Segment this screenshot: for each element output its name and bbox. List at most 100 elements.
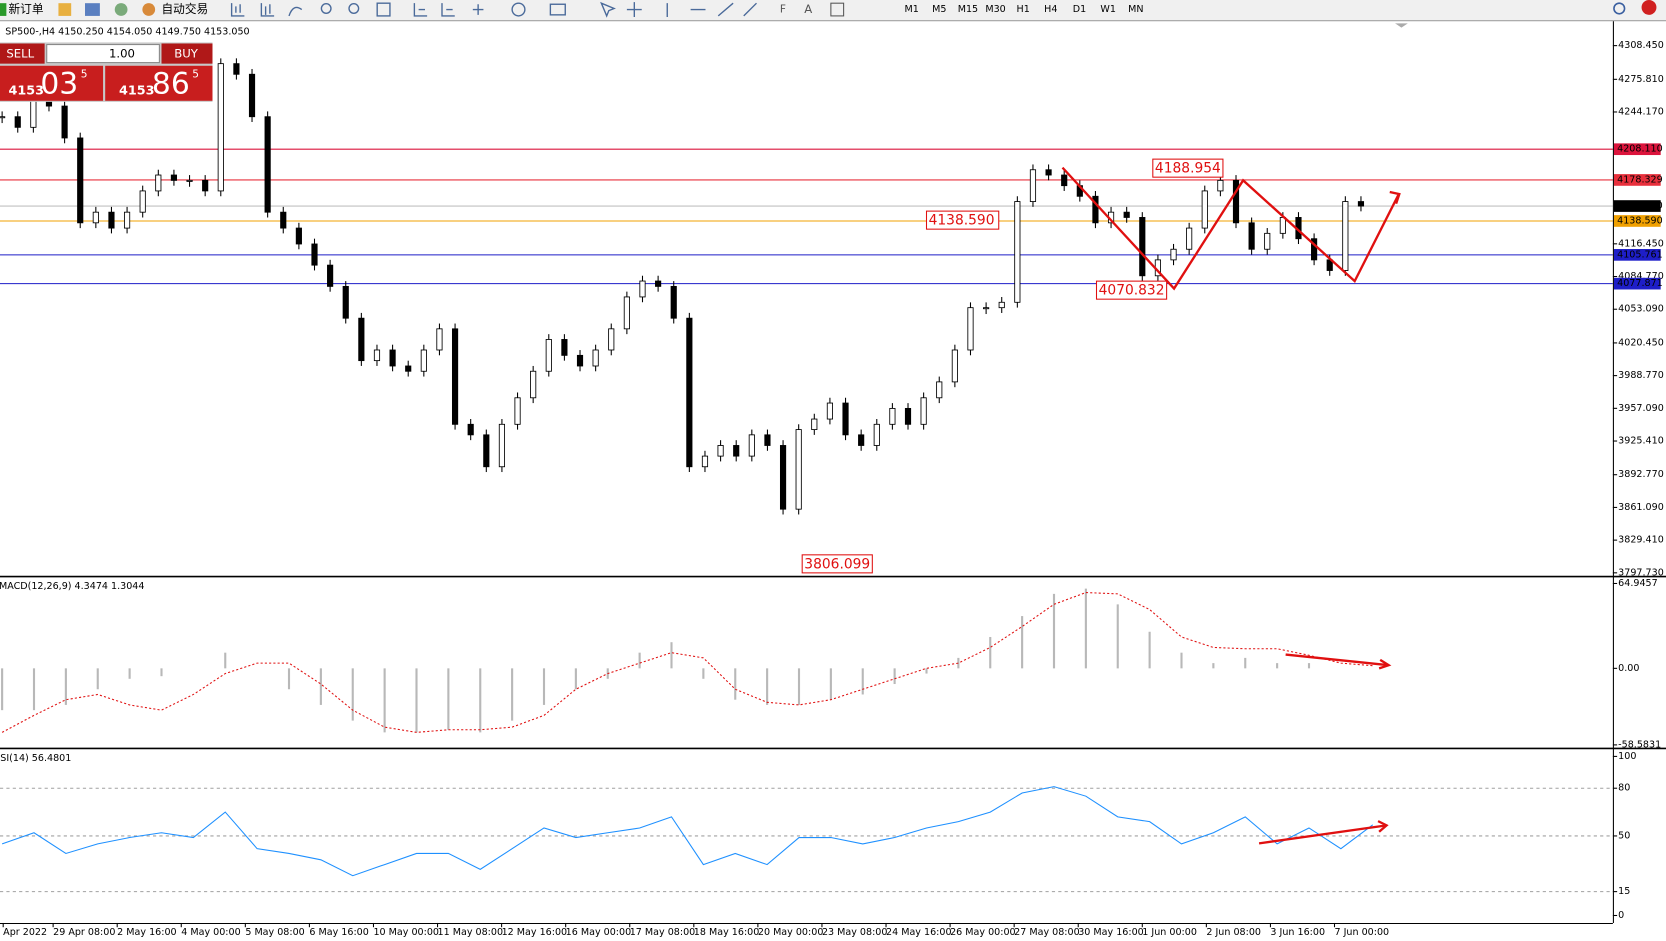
timeframe-button[interactable]: M30	[985, 4, 1005, 15]
timeframe-button[interactable]: MN	[1128, 4, 1143, 15]
price-label-bg	[1613, 277, 1661, 290]
candle	[858, 434, 865, 446]
timeframe-button[interactable]: H4	[1044, 4, 1057, 15]
y-tick-label: 3829.410	[1618, 535, 1664, 546]
toolbar-icon[interactable]	[830, 2, 845, 17]
price-label: 4105.761	[1617, 249, 1663, 260]
candle	[530, 370, 537, 399]
candle	[514, 397, 521, 425]
candle	[842, 402, 849, 436]
candle	[420, 349, 427, 372]
candle	[748, 434, 755, 457]
candle	[311, 243, 318, 266]
candle	[936, 381, 943, 399]
price-annotation-box	[801, 554, 873, 574]
timeframe-button[interactable]: H1	[1017, 4, 1030, 15]
y-tick-label: 4116.450	[1618, 238, 1664, 249]
candle	[0, 116, 6, 119]
x-tick-label: 10 May 00:00	[373, 927, 439, 938]
price-label: 4178.329	[1617, 174, 1663, 185]
alert-icon[interactable]	[1641, 0, 1657, 15]
candle	[451, 328, 459, 425]
candle	[561, 339, 568, 356]
candle	[389, 349, 396, 367]
candle	[670, 285, 677, 319]
candle	[217, 63, 224, 192]
y-tick-label: 3861.090	[1618, 502, 1664, 513]
candle	[373, 349, 381, 362]
candle	[14, 116, 21, 128]
toolbar-icon[interactable]	[85, 3, 100, 16]
candle	[1139, 217, 1146, 277]
auto-trading-icon[interactable]	[142, 3, 156, 16]
price-label: 4138.590	[1617, 215, 1663, 226]
x-tick-label: 29 Apr 08:00	[53, 927, 115, 938]
timeframe-button[interactable]: W1	[1100, 4, 1116, 15]
toolbar-icons[interactable]	[230, 1, 757, 18]
price-label-bg	[1613, 215, 1661, 227]
sell-price-big: 4153	[9, 84, 44, 99]
candle	[701, 455, 709, 468]
x-tick-label: 26 May 00:00	[950, 927, 1016, 938]
toolbar-icon[interactable]	[58, 3, 72, 16]
candle	[155, 174, 162, 192]
candle	[1061, 174, 1068, 187]
x-tick-label: 23 May 08:00	[822, 927, 888, 938]
y-tick-label: 3957.090	[1618, 403, 1664, 414]
candle	[904, 407, 912, 425]
candle	[248, 73, 256, 118]
buy-price-box[interactable]	[105, 65, 213, 101]
candle	[545, 339, 552, 372]
price-annotation: 4188.954	[1155, 161, 1221, 177]
lots-value[interactable]: 1.00	[109, 47, 135, 61]
timeframe-button[interactable]: D1	[1073, 4, 1086, 15]
candle	[686, 317, 693, 468]
candle	[186, 179, 193, 182]
macd-arrow	[1285, 653, 1389, 667]
zigzag-arrow	[1061, 166, 1400, 291]
new-order-icon[interactable]	[0, 3, 7, 16]
candle	[951, 349, 958, 383]
buy-label[interactable]: BUY	[174, 47, 199, 61]
x-tick-label: 18 May 16:00	[694, 927, 760, 938]
y-tick-label: -58.5831	[1618, 739, 1661, 750]
sell-price-pips: 03	[40, 66, 78, 101]
auto-trading-button[interactable]: 自动交易	[162, 2, 209, 16]
one-click-panel: SELL 1.00 BUY 4153 03 5 4153 86 5	[0, 42, 213, 102]
candle	[405, 365, 412, 372]
toolbar-icon[interactable]: F	[780, 3, 786, 16]
sell-price-sup: 5	[81, 67, 88, 80]
buy-button[interactable]	[161, 43, 213, 64]
candle	[280, 211, 287, 229]
new-order-button[interactable]: 新订单	[9, 2, 44, 16]
sell-button[interactable]	[0, 43, 45, 64]
timeframe-button[interactable]: M1	[904, 4, 918, 15]
y-tick-label: 15	[1618, 886, 1630, 897]
shift-marker	[1395, 23, 1408, 28]
y-tick-label: 4053.090	[1618, 304, 1664, 315]
candle	[1232, 179, 1240, 224]
rsi-arrow	[1258, 824, 1387, 845]
timeframe-button[interactable]: M15	[958, 4, 978, 15]
sell-label[interactable]: SELL	[6, 47, 34, 61]
sell-price-box[interactable]	[0, 65, 104, 101]
x-tick-label: 27 May 08:00	[1014, 927, 1080, 938]
candle	[233, 63, 240, 75]
x-tick-label: 24 May 16:00	[886, 927, 952, 938]
lots-input[interactable]	[46, 44, 160, 64]
price-annotation-box	[1095, 280, 1168, 300]
candle	[826, 402, 833, 420]
toolbar-icon[interactable]	[114, 3, 128, 16]
y-tick-label: 4084.770	[1618, 271, 1664, 282]
search-icon[interactable]	[1613, 2, 1626, 15]
candle	[764, 434, 771, 446]
price-label: 4077.871	[1617, 278, 1663, 289]
x-tick-label: 2 May 16:00	[117, 927, 176, 938]
toolbar-icon[interactable]: A	[804, 2, 812, 16]
candle	[342, 285, 349, 319]
candle	[639, 280, 646, 298]
price-label-bg	[1613, 249, 1661, 261]
candle	[1357, 201, 1365, 207]
timeframe-button[interactable]: M5	[932, 4, 946, 15]
candle	[77, 137, 84, 224]
